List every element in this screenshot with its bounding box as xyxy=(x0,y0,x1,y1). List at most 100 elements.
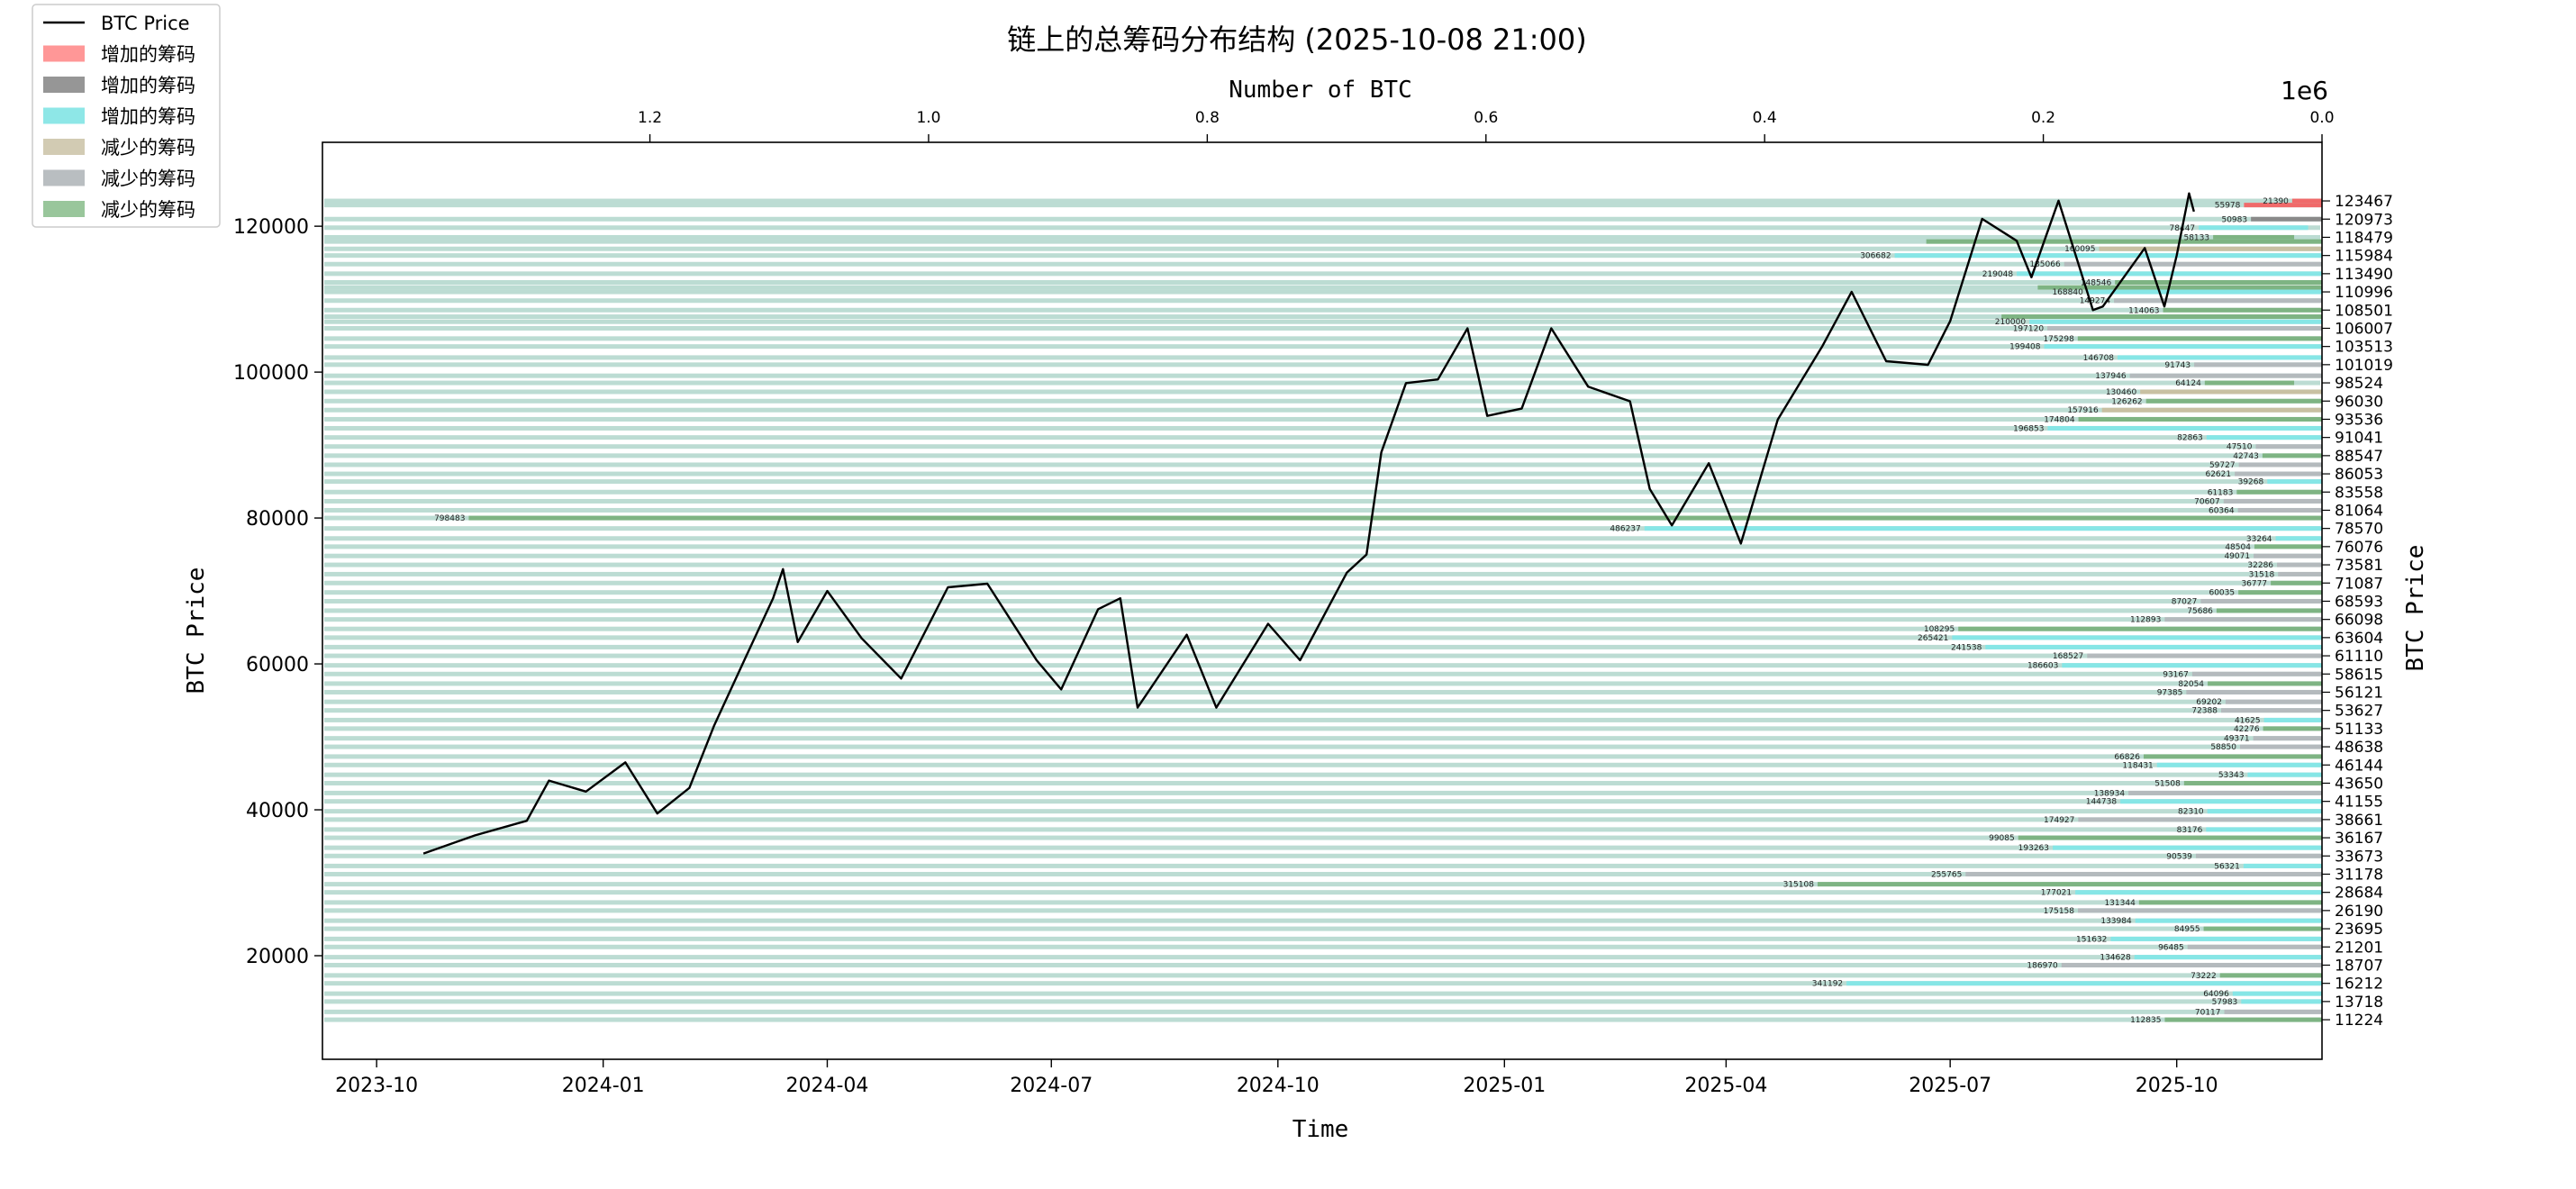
base-bar-27 xyxy=(324,416,2320,422)
x-tick-label-6: 2025-04 xyxy=(1684,1075,1767,1097)
base-bar-70 xyxy=(324,809,2320,814)
bar-value-label-0: 21390 xyxy=(2263,197,2289,206)
bar-value-label-48: 75686 xyxy=(2187,607,2213,616)
bar-value-label-59: 72388 xyxy=(2191,707,2218,716)
bar-value-label-90: 64096 xyxy=(2203,990,2229,999)
x-tick-label-7: 2025-07 xyxy=(1909,1075,1991,1097)
base-bar-52 xyxy=(324,644,2320,649)
x2-tick-label-4: 0.4 xyxy=(1753,109,1777,127)
bar-value-label-43: 32286 xyxy=(2247,561,2273,570)
change-bar-7 xyxy=(1894,253,2322,259)
base-bar-17 xyxy=(324,325,2320,331)
y2-tick-label-21: 101019 xyxy=(2335,357,2393,375)
change-bar-46 xyxy=(2238,590,2322,595)
base-bar-14 xyxy=(324,307,2320,313)
x2-tick-label-0: 1.2 xyxy=(638,109,662,127)
change-bar-58 xyxy=(2225,699,2322,704)
change-bar-86 xyxy=(2134,955,2322,960)
base-bar-45 xyxy=(324,580,2320,585)
base-bar-77 xyxy=(324,871,2320,876)
base-bar-84 xyxy=(324,936,2320,941)
change-bar-40 xyxy=(2275,536,2322,541)
base-bar-90 xyxy=(324,991,2320,996)
base-bar-47 xyxy=(324,598,2320,604)
change-bar-90 xyxy=(2232,991,2322,996)
change-bar-13 xyxy=(2114,298,2322,304)
bar-value-label-36: 70607 xyxy=(2194,497,2220,506)
base-bar-13 xyxy=(324,298,2320,304)
bar-value-label-80: 131344 xyxy=(2104,899,2136,908)
base-bar-56 xyxy=(324,681,2320,686)
base-bar-31 xyxy=(324,453,2320,458)
base-bar-92 xyxy=(324,1009,2320,1014)
base-bar-8 xyxy=(324,261,2320,267)
bar-value-label-35: 61183 xyxy=(2208,488,2234,497)
base-bar-4 xyxy=(324,234,2320,240)
base-bar-88 xyxy=(324,973,2320,978)
change-bar-66 xyxy=(2247,772,2322,777)
change-bar-87 xyxy=(2061,962,2322,967)
change-bar-79 xyxy=(2075,890,2322,895)
y-tick-label-2: 60000 xyxy=(246,654,309,676)
change-bar-85 xyxy=(2187,944,2322,949)
change-bar-52 xyxy=(1985,644,2322,649)
change-bar-30 xyxy=(2255,444,2322,449)
distribution-bars xyxy=(324,198,2323,1022)
base-bar-63 xyxy=(324,744,2320,749)
bar-value-label-74: 193263 xyxy=(2018,844,2049,853)
change-bar-75 xyxy=(2195,853,2322,858)
base-bar-50 xyxy=(324,626,2320,631)
x-tick-label-2: 2024-04 xyxy=(786,1075,869,1097)
change-bar-89 xyxy=(1846,981,2322,986)
change-bar-92 xyxy=(2224,1009,2322,1014)
y2-tick-label-67: 43650 xyxy=(2335,775,2383,793)
bar-value-label-54: 186603 xyxy=(2027,662,2058,671)
change-bar-42 xyxy=(2254,553,2322,558)
y2-tick-label-51: 63604 xyxy=(2335,630,2383,648)
x-tick-label-0: 2023-10 xyxy=(335,1075,418,1097)
change-bar-4 xyxy=(2213,234,2295,240)
change-bar-6 xyxy=(2099,246,2322,251)
y2-tick-label-41: 76076 xyxy=(2335,539,2383,557)
legend-swatch-5 xyxy=(43,169,85,186)
bar-value-label-64: 66826 xyxy=(2114,753,2140,762)
base-bar-5 xyxy=(324,239,2320,244)
base-bar-26 xyxy=(324,407,2320,413)
change-bar-37 xyxy=(2237,507,2322,513)
bar-value-label-45: 36777 xyxy=(2241,579,2267,588)
bar-value-label-67: 51508 xyxy=(2154,779,2181,788)
legend-swatch-2 xyxy=(43,77,85,93)
bar-value-label-9: 219048 xyxy=(1982,270,2014,279)
y-tick-label-0: 20000 xyxy=(246,946,309,968)
bar-value-label-53: 168527 xyxy=(2053,652,2083,661)
base-bar-59 xyxy=(324,708,2320,713)
bar-value-label-51: 265421 xyxy=(1918,634,1948,643)
base-bar-32 xyxy=(324,462,2320,467)
change-bar-56 xyxy=(2208,681,2322,686)
legend-swatch-6 xyxy=(43,201,85,217)
base-bar-57 xyxy=(324,689,2320,694)
change-bar-26 xyxy=(2101,407,2322,413)
base-bar-69 xyxy=(324,799,2320,804)
base-bar-55 xyxy=(324,671,2320,676)
legend-label-5: 减少的筹码 xyxy=(101,168,195,190)
y-tick-label-5: 120000 xyxy=(233,216,309,239)
change-bar-80 xyxy=(2138,900,2322,905)
base-bar-54 xyxy=(324,663,2320,668)
legend-label-4: 减少的筹码 xyxy=(101,137,195,159)
change-bar-31 xyxy=(2262,453,2322,458)
bar-value-label-40: 33264 xyxy=(2246,535,2272,544)
bar-value-label-89: 341192 xyxy=(1812,980,1843,989)
base-bar-42 xyxy=(324,553,2320,558)
legend-swatch-4 xyxy=(43,139,85,155)
y-axis-title: BTC Price xyxy=(183,567,210,694)
change-bar-53 xyxy=(2087,653,2322,658)
bar-value-label-42: 49071 xyxy=(2224,552,2250,561)
bar-value-label-73: 99085 xyxy=(1989,834,2015,843)
change-bar-21 xyxy=(2194,362,2322,368)
change-bar-34 xyxy=(2267,479,2322,485)
y2-tick-label-55: 58615 xyxy=(2335,666,2383,684)
base-bar-22 xyxy=(324,373,2320,378)
change-bar-64 xyxy=(2143,754,2322,759)
base-bar-93 xyxy=(324,1017,2320,1022)
